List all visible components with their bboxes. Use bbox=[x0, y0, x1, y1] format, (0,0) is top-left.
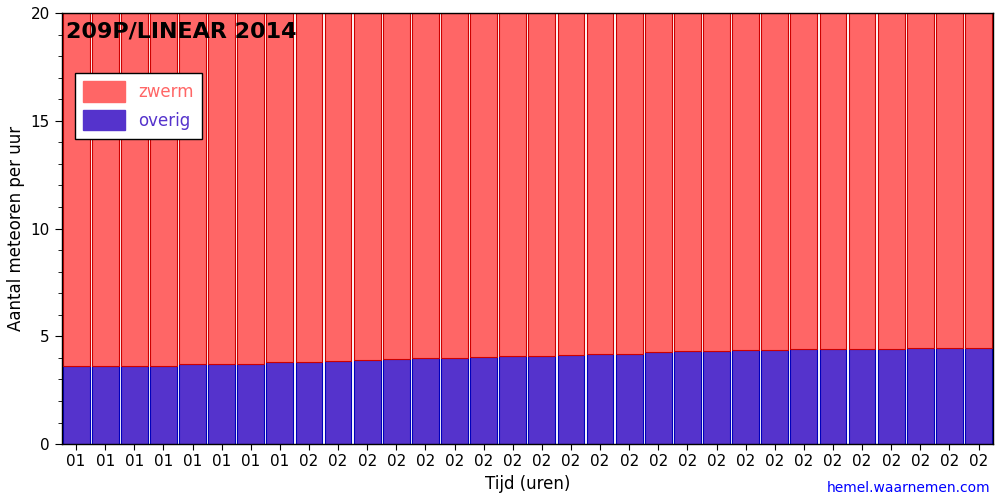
Text: 209P/LINEAR 2014: 209P/LINEAR 2014 bbox=[66, 22, 297, 42]
Bar bbox=[790, 13, 817, 349]
Bar bbox=[296, 362, 322, 444]
Bar bbox=[499, 13, 526, 355]
Bar bbox=[150, 13, 177, 366]
Bar bbox=[703, 13, 730, 351]
Bar bbox=[325, 13, 351, 361]
Legend: zwerm, overig: zwerm, overig bbox=[75, 73, 202, 138]
Bar bbox=[616, 13, 643, 353]
Bar bbox=[820, 349, 846, 444]
Bar bbox=[965, 348, 992, 444]
Bar bbox=[63, 366, 90, 444]
Bar bbox=[441, 13, 468, 358]
Bar bbox=[587, 13, 613, 353]
Bar bbox=[820, 13, 846, 349]
Bar bbox=[674, 13, 701, 351]
Bar bbox=[121, 13, 148, 366]
Bar bbox=[296, 13, 322, 362]
Bar bbox=[732, 350, 759, 444]
Bar bbox=[936, 348, 963, 444]
Bar bbox=[237, 364, 264, 444]
Bar bbox=[179, 364, 206, 444]
Bar bbox=[412, 13, 439, 358]
Bar bbox=[587, 354, 613, 444]
Bar bbox=[325, 361, 351, 444]
Bar bbox=[645, 352, 672, 444]
Bar bbox=[558, 13, 584, 354]
Bar bbox=[761, 13, 788, 350]
Y-axis label: Aantal meteoren per uur: Aantal meteoren per uur bbox=[7, 126, 25, 331]
Bar bbox=[383, 13, 410, 359]
Bar bbox=[92, 13, 119, 366]
Bar bbox=[499, 356, 526, 444]
Bar bbox=[266, 13, 293, 362]
Bar bbox=[470, 13, 497, 357]
Bar bbox=[441, 358, 468, 444]
Bar bbox=[732, 13, 759, 350]
Bar bbox=[674, 352, 701, 444]
Bar bbox=[878, 349, 905, 444]
Bar bbox=[645, 13, 672, 352]
Bar bbox=[63, 13, 90, 366]
Bar bbox=[121, 366, 148, 444]
Bar bbox=[528, 356, 555, 444]
Bar bbox=[208, 364, 235, 444]
Bar bbox=[965, 13, 992, 348]
Bar bbox=[936, 13, 963, 348]
Bar bbox=[150, 366, 177, 444]
Text: hemel.waarnemen.com: hemel.waarnemen.com bbox=[826, 481, 990, 495]
Bar bbox=[470, 357, 497, 444]
Bar bbox=[354, 360, 381, 444]
Bar bbox=[558, 354, 584, 444]
Bar bbox=[849, 349, 875, 444]
Bar bbox=[907, 348, 934, 444]
Bar bbox=[528, 13, 555, 355]
Bar bbox=[616, 354, 643, 444]
Bar bbox=[92, 366, 119, 444]
Bar bbox=[179, 13, 206, 364]
Bar bbox=[237, 13, 264, 364]
Bar bbox=[849, 13, 875, 349]
X-axis label: Tijd (uren): Tijd (uren) bbox=[485, 475, 570, 493]
Bar bbox=[907, 13, 934, 348]
Bar bbox=[790, 349, 817, 444]
Bar bbox=[354, 13, 381, 360]
Bar bbox=[878, 13, 905, 349]
Bar bbox=[412, 358, 439, 444]
Bar bbox=[383, 359, 410, 444]
Bar bbox=[703, 352, 730, 444]
Bar bbox=[266, 362, 293, 444]
Bar bbox=[208, 13, 235, 364]
Bar bbox=[761, 350, 788, 444]
